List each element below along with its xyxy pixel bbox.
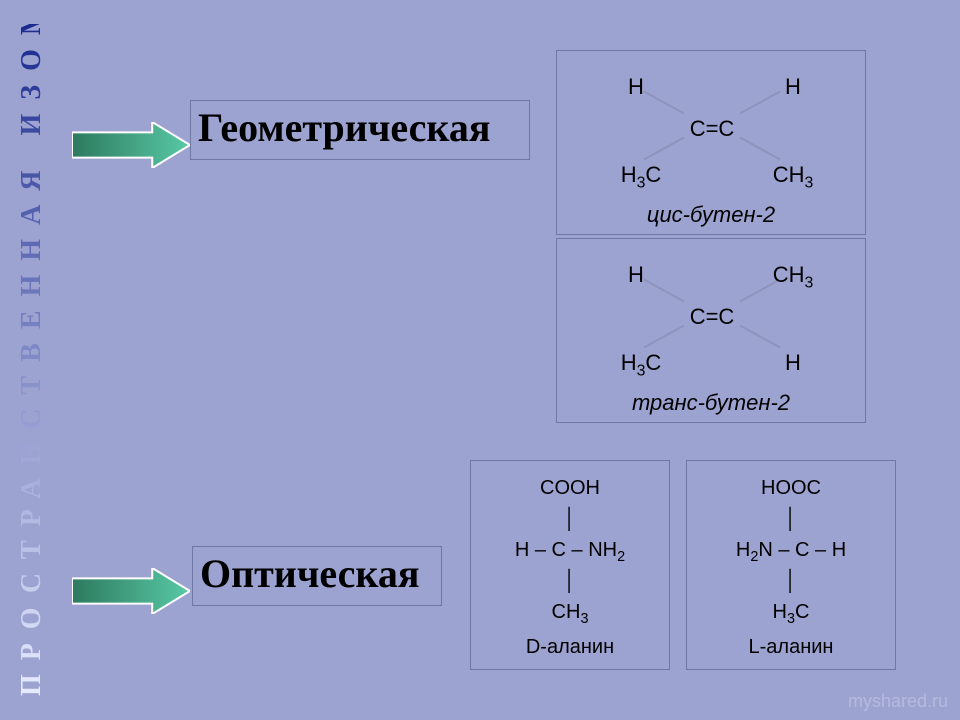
atom-bottom-right: CH3	[758, 158, 828, 191]
chem-vbar: │	[471, 566, 669, 597]
arrow-optical	[72, 568, 190, 614]
arrow-geometric	[72, 122, 190, 168]
panel-caption: D-аланин	[471, 632, 669, 663]
vertical-title: ПРОСТРАНСТВЕННАЯ ИЗОМЕРИЯ	[18, 24, 46, 696]
atom-bottom-left: H3C	[606, 158, 676, 191]
chem-vbar: │	[687, 504, 895, 535]
l-alanine-panel: HOOC │ H2N – C – H │ H3C L-аланин	[686, 460, 896, 670]
atom-top-right: CH3	[758, 258, 828, 291]
atom-top-left: H	[606, 258, 666, 291]
d-alanine-panel: COOH │ H – C – NH2 │ CH3 D-аланин	[470, 460, 670, 670]
chem-line-2: H – C – NH2	[471, 535, 669, 566]
chem-line-3: H3C	[687, 597, 895, 628]
watermark: myshared.ru	[848, 691, 948, 712]
atom-bottom-left: H3C	[606, 346, 676, 379]
chem-line-1: HOOC	[687, 473, 895, 504]
atom-top-right: H	[758, 70, 828, 103]
cis-butene-panel: C=C H H H3C CH3 цис-бутен-2	[556, 50, 866, 235]
chem-line-2: H2N – C – H	[687, 535, 895, 566]
panel-caption: транс-бутен-2	[557, 386, 865, 419]
chem-vbar: │	[687, 566, 895, 597]
double-bond: C=C	[682, 300, 742, 333]
chem-line-3: CH3	[471, 597, 669, 628]
chem-line-1: COOH	[471, 473, 669, 504]
panel-caption: цис-бутен-2	[557, 198, 865, 231]
geometric-label: Геометрическая	[198, 104, 490, 151]
chem-vbar: │	[471, 504, 669, 535]
optical-label: Оптическая	[200, 550, 420, 597]
atom-bottom-right: H	[758, 346, 828, 379]
trans-butene-panel: C=C H CH3 H3C H транс-бутен-2	[556, 238, 866, 423]
double-bond: C=C	[682, 112, 742, 145]
atom-top-left: H	[606, 70, 666, 103]
panel-caption: L-аланин	[687, 632, 895, 663]
